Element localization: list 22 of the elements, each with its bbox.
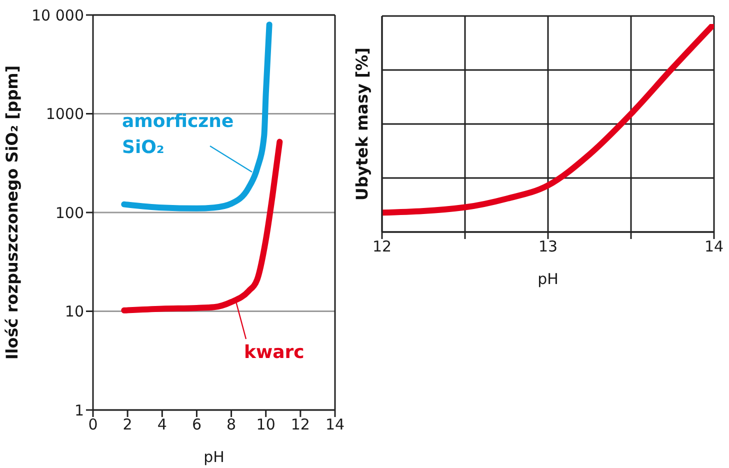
x-tick-label: 14 [325, 416, 345, 434]
series-label: amorficzne SiO₂ [122, 110, 234, 160]
x-tick-label: 12 [372, 238, 392, 256]
x-tick-label: 13 [538, 238, 558, 256]
x-tick-label: 6 [192, 416, 202, 434]
x-tick-label: 0 [88, 416, 98, 434]
x-tick-label: 8 [226, 416, 236, 434]
x-tick-label: 4 [157, 416, 167, 434]
y-tick-label: 1 [74, 401, 84, 420]
y-tick-label: 10 [64, 302, 84, 321]
x-tick-label: 12 [290, 416, 310, 434]
x-tick-label: 14 [704, 238, 724, 256]
x-tick-label: 2 [122, 416, 132, 434]
y-axis-title: Ubytek masy [%] [352, 47, 372, 201]
y-tick-label: 1000 [46, 105, 84, 124]
x-axis-title: pH [538, 270, 558, 288]
x-axis-title: pH [204, 448, 224, 466]
y-tick-label: 100 [55, 204, 84, 222]
x-tick-label: 10 [256, 416, 276, 434]
y-axis-title: Ilość rozpuszczonego SiO₂ [ppm] [2, 65, 22, 360]
legend-label: kwarc [244, 341, 304, 365]
y-tick-label: 10 000 [32, 6, 84, 24]
